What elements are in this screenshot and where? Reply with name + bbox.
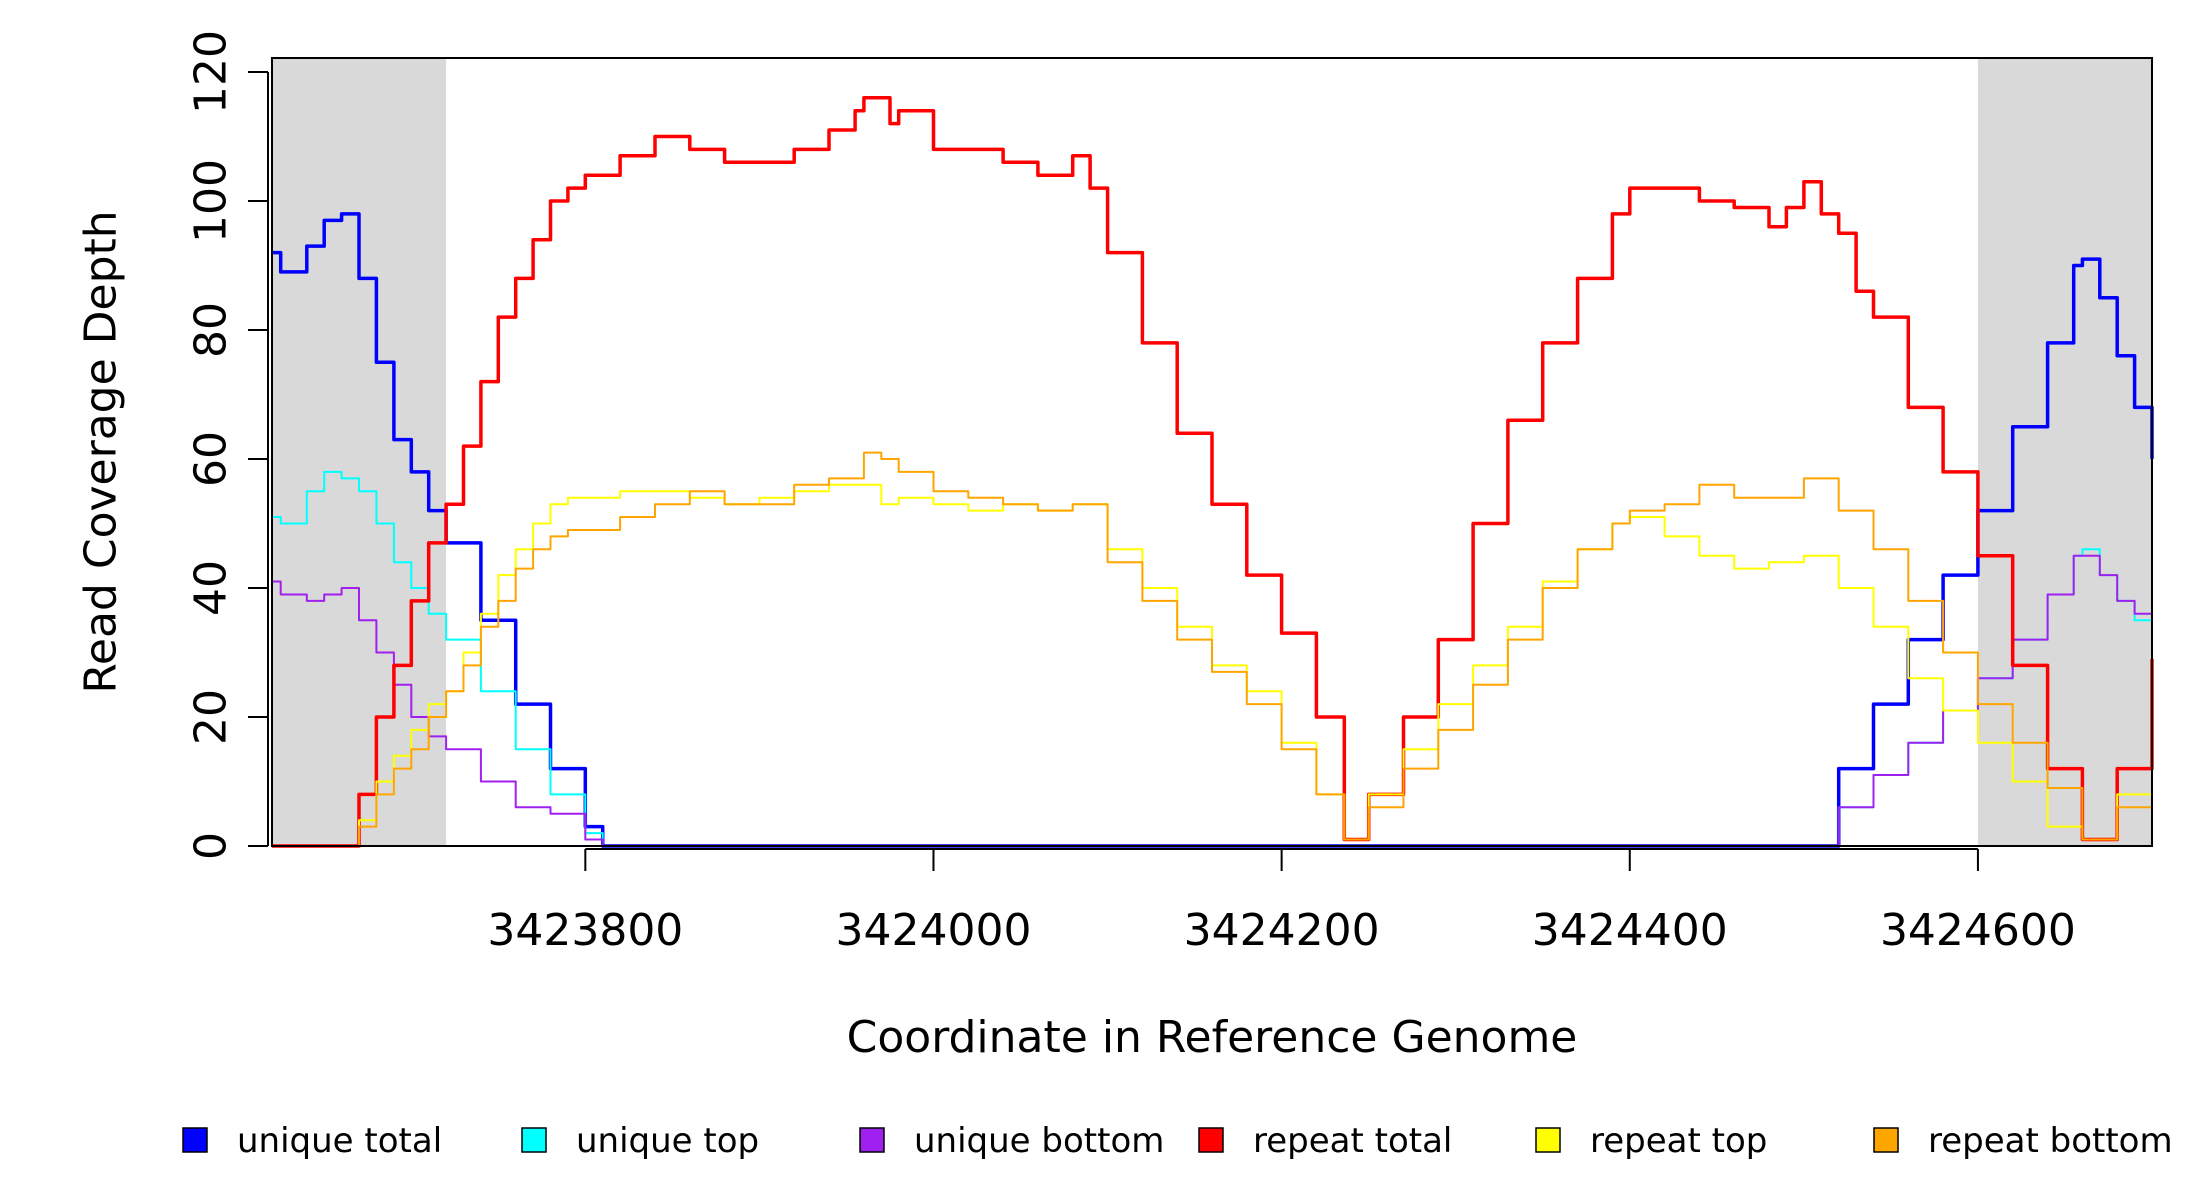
legend-swatch-unique-top — [521, 1127, 547, 1153]
legend-label-unique-bottom: unique bottom — [914, 1121, 1164, 1161]
series-lines — [272, 96, 2154, 848]
legend-label-unique-total: unique total — [237, 1121, 442, 1161]
legend-label-repeat-top: repeat top — [1590, 1121, 1767, 1161]
y-tick-label-0: 0 — [185, 832, 236, 860]
legend-swatch-unique-total — [182, 1127, 208, 1153]
series-line-unique-bottom — [272, 554, 2153, 847]
legend-swatch-repeat-bottom — [1873, 1127, 1899, 1153]
shaded-region-0 — [272, 58, 447, 846]
x-tick-label-3424400: 3424400 — [1532, 905, 1728, 956]
legend: unique total unique top unique bottom repea… — [182, 1121, 2173, 1161]
y-axis-title: Read Coverage Depth — [75, 210, 126, 693]
x-tick-label-3423800: 3423800 — [487, 905, 683, 956]
legend-label-repeat-bottom: repeat bottom — [1928, 1121, 2173, 1161]
x-tick-label-3424200: 3424200 — [1184, 905, 1380, 956]
legend-label-repeat-total: repeat total — [1253, 1121, 1452, 1161]
y-tick-label-120: 120 — [185, 30, 236, 114]
series-line-repeat-bottom — [272, 451, 2153, 847]
axes: 0 20 40 60 80 100 120 3423800 3424000 3424200 3424… — [185, 30, 2076, 956]
y-tick-label-80: 80 — [185, 302, 236, 358]
y-tick-label-60: 60 — [185, 431, 236, 487]
y-tick-label-20: 20 — [185, 689, 236, 745]
x-axis-title: Coordinate in Reference Genome — [847, 1012, 1578, 1063]
y-tick-label-100: 100 — [185, 159, 236, 243]
shaded-regions — [272, 58, 2152, 846]
legend-swatch-unique-bottom — [859, 1127, 885, 1153]
legend-swatch-repeat-total — [1198, 1127, 1224, 1153]
x-tick-label-3424600: 3424600 — [1880, 905, 2076, 956]
series-line-unique-total — [272, 212, 2154, 848]
plot-frame — [271, 57, 2153, 847]
y-tick-label-40: 40 — [185, 560, 236, 616]
series-line-repeat-total — [272, 96, 2154, 848]
shaded-region-1 — [1977, 58, 2152, 846]
legend-label-unique-top: unique top — [576, 1121, 759, 1161]
x-tick-label-3424000: 3424000 — [835, 905, 1031, 956]
legend-swatch-repeat-top — [1535, 1127, 1561, 1153]
